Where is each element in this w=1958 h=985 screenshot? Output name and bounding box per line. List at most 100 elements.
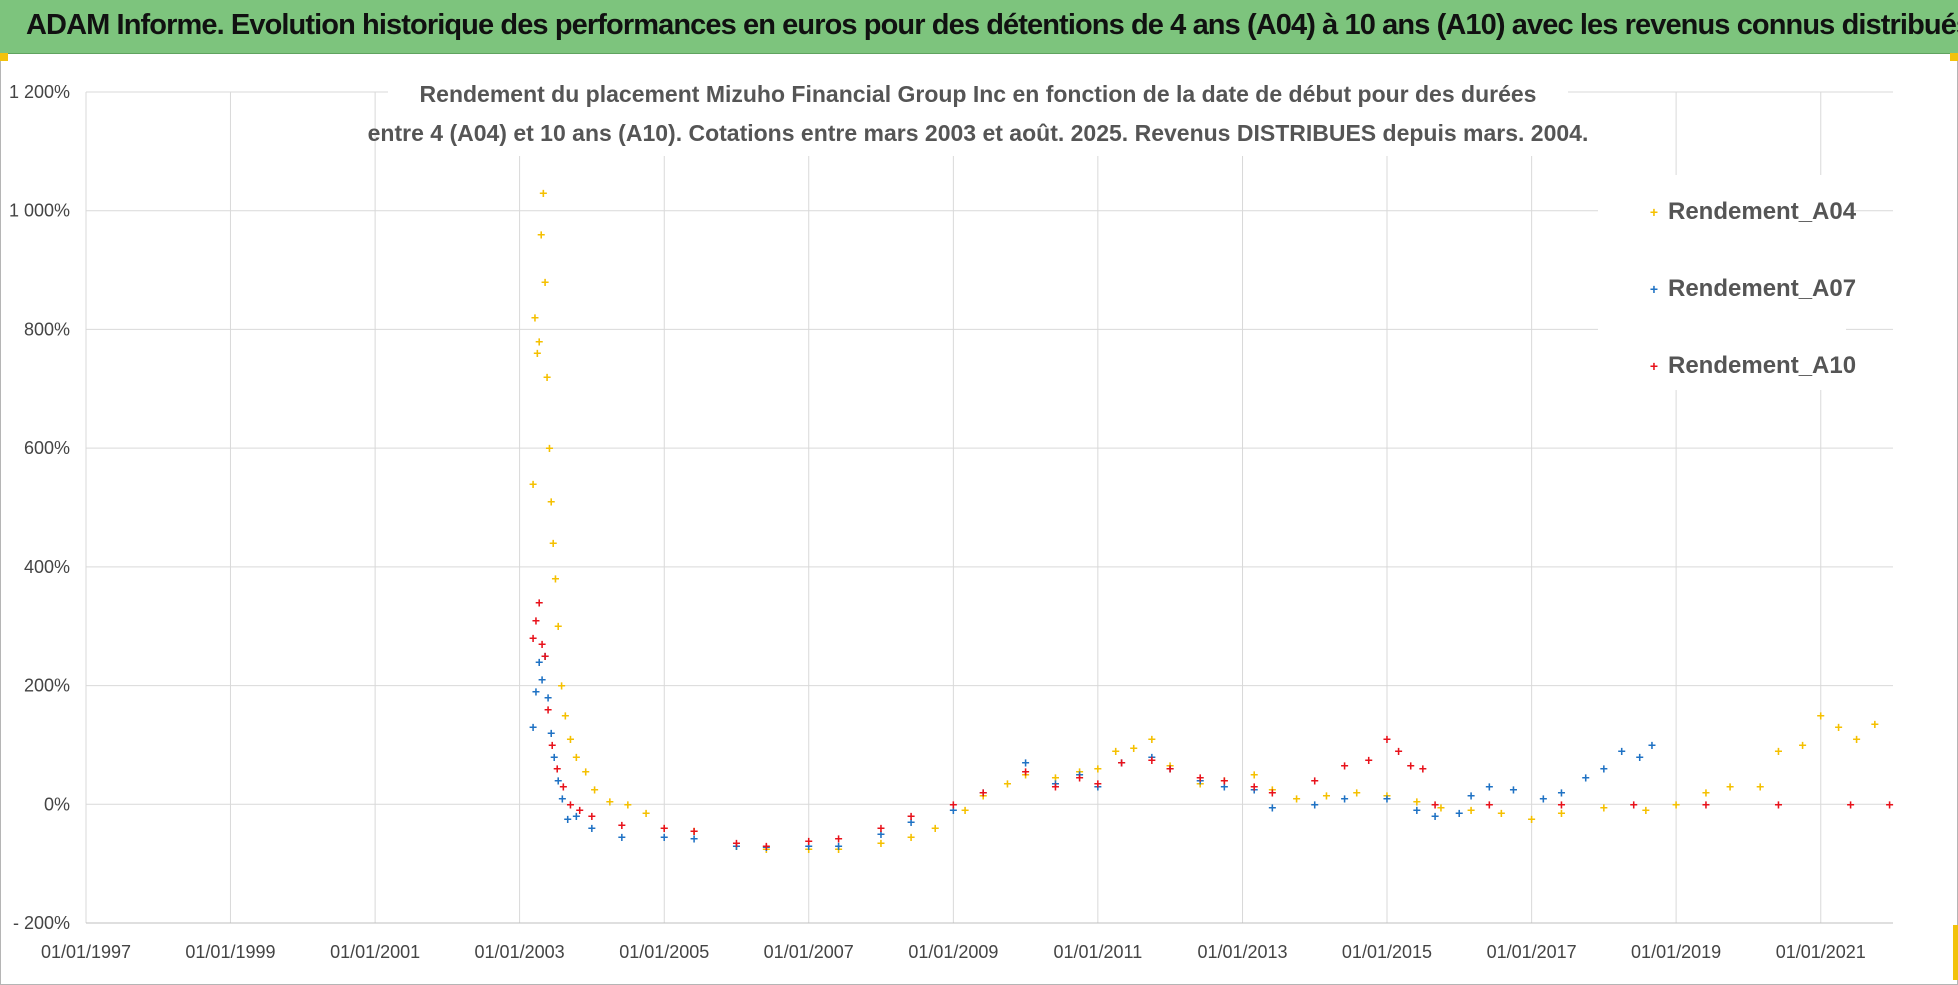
data-point: + <box>1196 773 1204 789</box>
data-point: + <box>660 820 668 836</box>
data-point: + <box>1871 716 1879 732</box>
data-point: + <box>1365 752 1373 768</box>
data-point: + <box>1112 743 1120 759</box>
data-point: + <box>544 689 552 705</box>
data-point: + <box>1485 796 1493 812</box>
data-point: + <box>1220 773 1228 789</box>
data-point: + <box>532 612 540 628</box>
data-point: + <box>1557 805 1565 821</box>
data-point: + <box>1618 743 1626 759</box>
data-point: + <box>624 796 632 812</box>
data-point: + <box>1022 767 1030 783</box>
data-point: + <box>548 737 556 753</box>
data-point: + <box>805 841 813 857</box>
data-point: + <box>1847 796 1855 812</box>
data-point: + <box>554 618 562 634</box>
data-point: + <box>1539 790 1547 806</box>
data-point: + <box>554 773 562 789</box>
data-point: + <box>553 761 561 777</box>
data-point: + <box>690 831 698 847</box>
data-point: + <box>1582 770 1590 786</box>
data-point: + <box>541 648 549 664</box>
data-point: + <box>1268 799 1276 815</box>
x-tick-label: 01/01/1999 <box>185 942 275 962</box>
legend-marker-a10: + <box>1650 358 1658 374</box>
data-point: + <box>1467 802 1475 818</box>
legend-label-a07: Rendement_A07 <box>1668 275 1856 302</box>
data-point: + <box>1322 787 1330 803</box>
series-rendement-a10: ++++++++++ + ++ + ++ + + ++++++++ ++ +++ + + +++ ++++… <box>529 594 1894 853</box>
data-point: + <box>618 817 626 833</box>
data-point: + <box>1166 761 1174 777</box>
banner-title: ADAM Informe. Evolution historique des p… <box>26 9 1958 41</box>
data-point: + <box>1148 731 1156 747</box>
x-tick-label: 01/01/2019 <box>1631 942 1721 962</box>
data-point: + <box>1600 761 1608 777</box>
y-tick-label: 200% <box>24 676 70 696</box>
data-point: + <box>1630 796 1638 812</box>
data-point: + <box>1250 778 1258 794</box>
data-point: + <box>1834 719 1842 735</box>
x-tick-label: 01/01/2001 <box>330 942 420 962</box>
data-point: + <box>538 672 546 688</box>
data-point: + <box>549 535 557 551</box>
data-point: + <box>550 749 558 765</box>
y-tick-label: 800% <box>24 319 70 339</box>
data-point: + <box>1485 778 1493 794</box>
data-point: + <box>1557 784 1565 800</box>
data-point: + <box>1497 805 1505 821</box>
x-tick-label: 01/01/2021 <box>1776 942 1866 962</box>
data-point: + <box>762 839 770 855</box>
data-point: + <box>907 829 915 845</box>
data-point: + <box>547 725 555 741</box>
data-point: + <box>547 494 555 510</box>
data-point: + <box>1383 731 1391 747</box>
data-point: + <box>1311 773 1319 789</box>
data-point: + <box>1702 784 1710 800</box>
data-point: + <box>1467 787 1475 803</box>
data-point: + <box>545 440 553 456</box>
data-point: + <box>559 778 567 794</box>
y-tick-label: - 200% <box>13 913 70 933</box>
data-point: + <box>1774 796 1782 812</box>
data-point: + <box>805 833 813 849</box>
chart-title-background <box>388 72 1568 156</box>
data-point: + <box>1051 770 1059 786</box>
y-tick-label: 0% <box>44 794 70 814</box>
data-point: + <box>532 684 540 700</box>
data-point: + <box>690 823 698 839</box>
data-point: + <box>907 814 915 830</box>
data-point: + <box>949 802 957 818</box>
data-point: + <box>591 781 599 797</box>
data-point: + <box>877 820 885 836</box>
data-point: + <box>588 808 596 824</box>
data-point: + <box>1250 767 1258 783</box>
gridlines <box>85 91 1893 924</box>
data-series: ++++++++++++++++++++ +++ ++ + + + + ++++++ + + ++ +… <box>529 185 1894 857</box>
data-point: + <box>762 838 770 854</box>
data-point: + <box>1341 790 1349 806</box>
data-point: + <box>1250 781 1258 797</box>
data-point: + <box>1341 758 1349 774</box>
legend-label-a04: Rendement_A04 <box>1668 198 1857 225</box>
y-tick-label: 600% <box>24 438 70 458</box>
data-point: + <box>660 829 668 845</box>
x-tick-label: 01/01/2005 <box>619 942 709 962</box>
data-point: + <box>1051 778 1059 794</box>
data-point: + <box>1292 790 1300 806</box>
x-tick-label: 01/01/2009 <box>908 942 998 962</box>
data-point: + <box>1268 781 1276 797</box>
data-point: + <box>1383 790 1391 806</box>
data-point: + <box>541 274 549 290</box>
data-point: + <box>618 829 626 845</box>
data-point: + <box>732 838 740 854</box>
data-point: + <box>535 594 543 610</box>
data-point: + <box>566 796 574 812</box>
data-point: + <box>732 835 740 851</box>
corner-marker-top-right <box>1950 53 1958 61</box>
data-point: + <box>1094 778 1102 794</box>
data-point: + <box>1413 793 1421 809</box>
data-point: + <box>1419 761 1427 777</box>
corner-marker-top-left <box>0 53 8 61</box>
